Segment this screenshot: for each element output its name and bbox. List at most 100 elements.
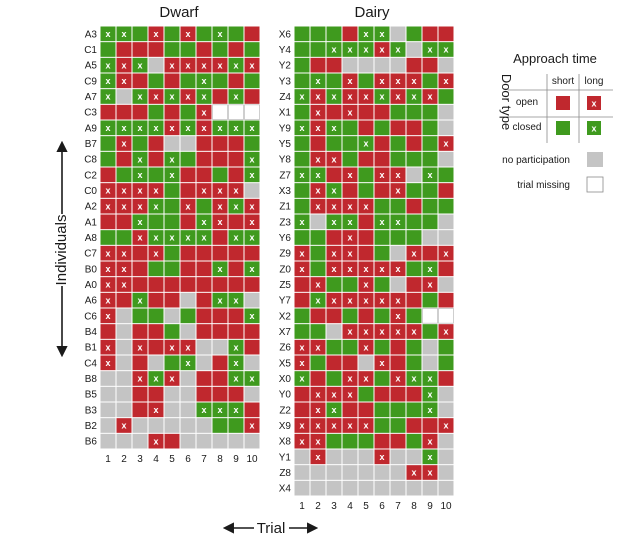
dwarf-cell <box>100 57 116 73</box>
dwarf-cell <box>212 339 228 355</box>
dwarf-long-approach-mark: x <box>153 405 158 415</box>
dwarf-individual-label: B8 <box>85 374 98 385</box>
dwarf-cell <box>116 402 132 418</box>
dairy-long-approach-mark: x <box>299 170 304 180</box>
dwarf-individual-label: A1 <box>85 217 98 228</box>
dwarf-cell <box>116 73 132 89</box>
dairy-cell <box>294 136 310 151</box>
dairy-cell <box>310 245 326 261</box>
dairy-cell <box>310 449 326 465</box>
dairy-cell <box>342 136 358 151</box>
dairy-long-approach-mark: x <box>299 92 304 102</box>
dwarf-long-approach-mark: x <box>201 217 206 227</box>
dairy-long-approach-mark: x <box>411 327 416 337</box>
dairy-cell <box>390 339 406 355</box>
dairy-cell <box>422 151 438 167</box>
dairy-cell <box>438 402 454 418</box>
dwarf-cell <box>116 261 132 277</box>
dwarf-long-approach-mark: x <box>105 60 110 70</box>
dwarf-individual-label: C8 <box>84 155 97 166</box>
dwarf-cell <box>244 277 260 292</box>
dwarf-cell <box>116 57 132 73</box>
dwarf-long-approach-mark: x <box>185 201 190 211</box>
dairy-cell <box>310 42 326 57</box>
dwarf-individual-label: C1 <box>84 45 97 56</box>
dwarf-cell <box>244 151 260 167</box>
dwarf-cell <box>180 167 196 183</box>
dairy-cell <box>374 324 390 339</box>
dairy-cell <box>390 465 406 480</box>
dairy-cell <box>422 73 438 89</box>
dairy-cell <box>326 151 342 167</box>
dwarf-cell <box>212 198 228 214</box>
dairy-cell <box>294 183 310 198</box>
dairy-cell <box>374 73 390 89</box>
dwarf-long-approach-mark: x <box>121 123 126 133</box>
dairy-cell <box>406 167 422 183</box>
dairy-cell <box>374 230 390 245</box>
dairy-cell <box>406 151 422 167</box>
dairy-cell <box>358 198 374 214</box>
dwarf-cell <box>148 386 164 402</box>
dairy-cell <box>422 480 438 496</box>
dwarf-cell <box>116 136 132 151</box>
dairy-long-approach-mark: x <box>347 45 352 55</box>
dairy-cell <box>374 418 390 433</box>
dwarf-cell <box>180 214 196 230</box>
dwarf-cell <box>212 73 228 89</box>
dwarf-long-approach-mark: x <box>217 186 222 196</box>
dwarf-cell <box>180 386 196 402</box>
dwarf-cell <box>180 324 196 339</box>
dwarf-individual-label: B0 <box>85 264 98 275</box>
dwarf-cell <box>148 245 164 261</box>
dairy-individual-label: Z4 <box>279 92 291 103</box>
dairy-cell <box>310 465 326 480</box>
dwarf-cell <box>100 371 116 386</box>
dairy-cell <box>294 433 310 449</box>
dairy-cell <box>294 292 310 308</box>
dairy-cell <box>422 120 438 136</box>
dairy-cell <box>326 230 342 245</box>
dwarf-cell <box>116 433 132 449</box>
dairy-long-approach-mark: x <box>427 92 432 102</box>
dairy-cell <box>294 402 310 418</box>
dairy-cell <box>438 151 454 167</box>
dairy-long-approach-mark: x <box>315 436 320 446</box>
dairy-cell <box>422 214 438 230</box>
dwarf-cell <box>212 151 228 167</box>
dairy-cell <box>310 308 326 324</box>
dairy-cell <box>342 292 358 308</box>
dwarf-cell <box>196 73 212 89</box>
dwarf-long-approach-mark: x <box>137 186 142 196</box>
dairy-individual-label: Y5 <box>279 139 292 150</box>
dairy-cell <box>342 120 358 136</box>
dairy-cell <box>358 167 374 183</box>
dwarf-long-approach-mark: x <box>137 154 142 164</box>
dwarf-cell <box>244 386 260 402</box>
dwarf-cell <box>196 89 212 104</box>
dairy-cell <box>326 245 342 261</box>
dairy-cell <box>422 57 438 73</box>
dairy-cell <box>390 89 406 104</box>
dairy-long-approach-mark: x <box>331 248 336 258</box>
dwarf-cell <box>212 42 228 57</box>
dwarf-long-approach-mark: x <box>137 123 142 133</box>
dwarf-cell <box>180 433 196 449</box>
dairy-long-approach-mark: x <box>299 123 304 133</box>
dwarf-individual-label: B3 <box>85 405 98 416</box>
dairy-cell <box>438 261 454 277</box>
dairy-cell <box>342 183 358 198</box>
dwarf-long-approach-mark: x <box>217 29 222 39</box>
dairy-cell <box>342 57 358 73</box>
dwarf-cell <box>196 355 212 371</box>
legend-swatch-closed-short <box>556 121 570 135</box>
dairy-cell <box>310 214 326 230</box>
dairy-trial-tick-label: 6 <box>379 501 385 512</box>
dairy-cell <box>342 230 358 245</box>
dairy-cell <box>310 136 326 151</box>
dairy-cell <box>358 402 374 418</box>
dairy-cell <box>374 261 390 277</box>
dwarf-cell <box>196 261 212 277</box>
dwarf-long-approach-mark: x <box>137 92 142 102</box>
dwarf-cell <box>116 151 132 167</box>
